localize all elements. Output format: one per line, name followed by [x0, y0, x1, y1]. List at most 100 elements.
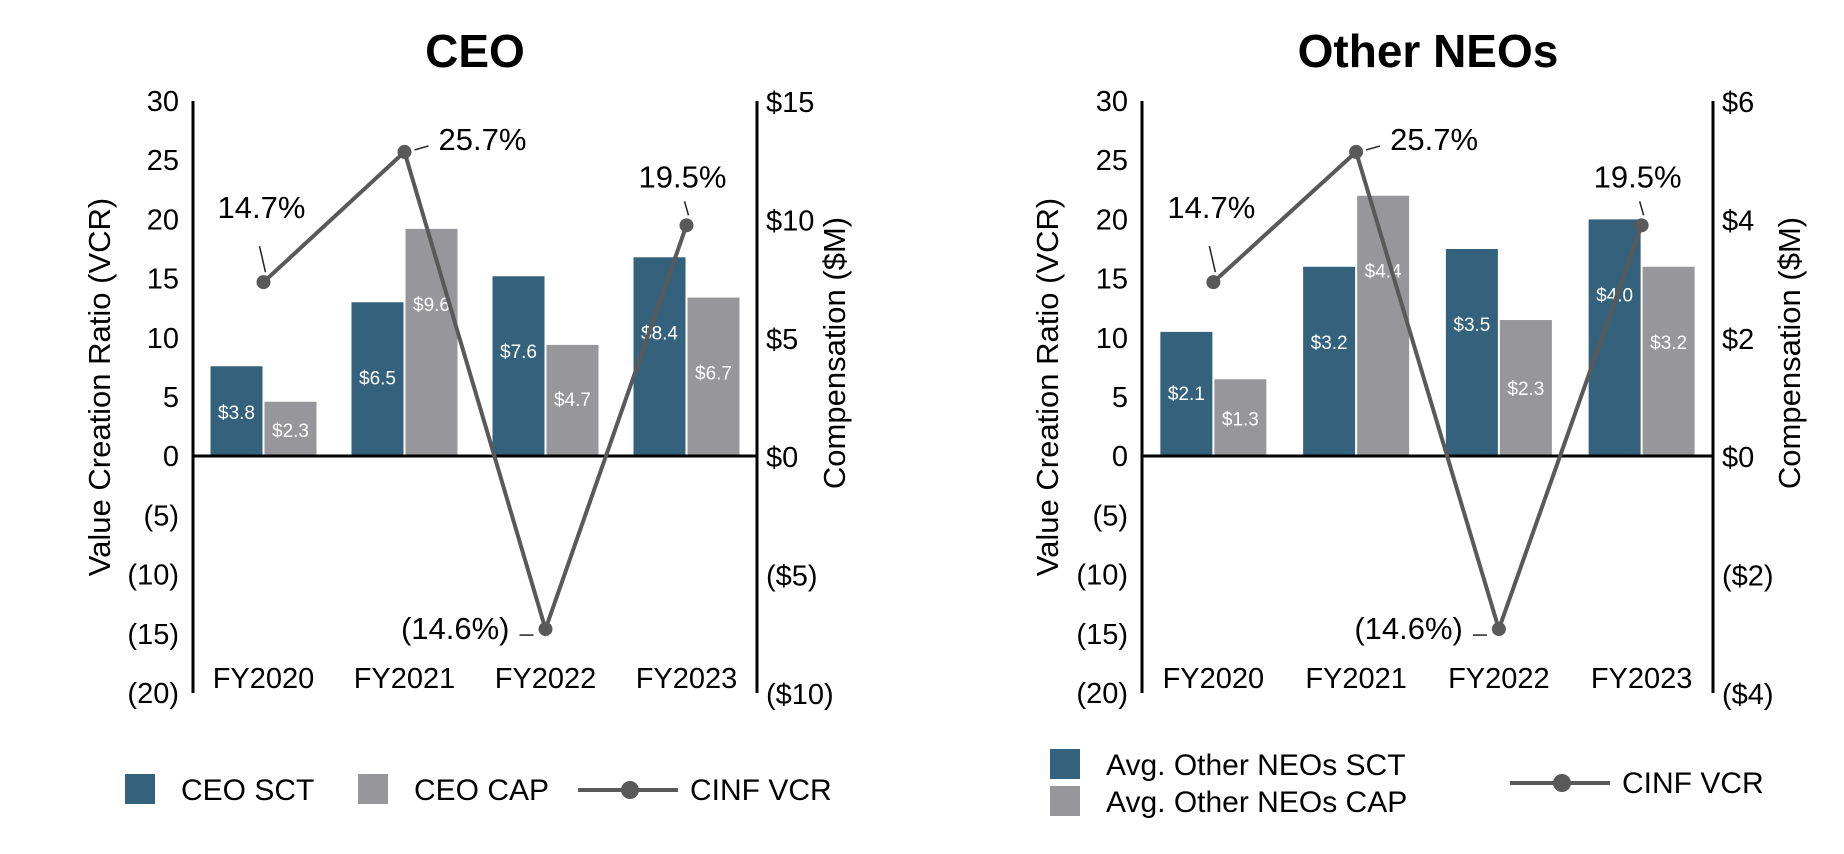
vcr-annotation-fy2020: 14.7%: [218, 190, 306, 225]
legend-swatch-sct: [125, 774, 155, 804]
vcr-annotation-fy2021: 25.7%: [439, 122, 527, 157]
y-tick-label: 25: [147, 145, 179, 177]
y-tick-label: (15): [1076, 619, 1128, 651]
vcr-point-fy2022: [538, 622, 553, 637]
vcr-point-fy2023: [1634, 218, 1649, 233]
x-tick-label: FY2020: [213, 663, 315, 695]
bar-sct-fy2021: [1303, 266, 1356, 456]
bar-label-cap-fy2021: $4.4: [1365, 262, 1402, 283]
y-tick-label: 0: [163, 441, 179, 473]
y-tick-label: (10): [127, 560, 179, 592]
bar-label-sct-fy2020: $3.8: [218, 403, 255, 424]
vcr-annotation-fy2022: (14.6%): [1354, 611, 1463, 646]
y-tick-label: 10: [1096, 323, 1128, 355]
chart-title: CEO: [425, 25, 525, 77]
legend-label-cap: CEO CAP: [414, 774, 549, 807]
y2-tick-label: $0: [766, 442, 798, 474]
bar-sct-fy2022: [492, 276, 545, 456]
bar-label-cap-fy2023: $6.7: [695, 364, 732, 385]
bar-cap-fy2020: [1214, 379, 1267, 456]
y-tick-label: 20: [1096, 204, 1128, 236]
bar-sct-fy2020: [1160, 331, 1213, 456]
y2-tick-label: $2: [1722, 324, 1754, 356]
x-tick-label: FY2022: [1448, 663, 1550, 695]
y-tick-label: 30: [1096, 86, 1128, 118]
vcr-annotation-leader: [1365, 145, 1381, 151]
bar-label-sct-fy2022: $3.5: [1453, 315, 1490, 336]
vcr-annotation-fy2023: 19.5%: [639, 159, 727, 194]
legend-label-sct: CEO SCT: [181, 774, 314, 807]
legend-label-cap: Avg. Other NEOs CAP: [1106, 786, 1407, 819]
bar-label-sct-fy2022: $7.6: [500, 342, 537, 363]
bar-label-cap-fy2020: $2.3: [272, 421, 309, 442]
y-axis-title: Value Creation Ratio (VCR): [82, 198, 117, 576]
bar-sct-fy2023: [1588, 219, 1641, 456]
vcr-annotation-leader: [1208, 245, 1217, 273]
bar-label-cap-fy2020: $1.3: [1222, 410, 1259, 431]
bar-sct-fy2020: [210, 366, 263, 456]
y-axis-title: Value Creation Ratio (VCR): [1030, 198, 1065, 576]
bar-cap-fy2020: [264, 401, 317, 456]
y-tick-label: 5: [163, 382, 179, 414]
vcr-point-fy2020: [1206, 275, 1221, 290]
y-tick-label: 5: [1112, 382, 1128, 414]
vcr-annotation-fy2023: 19.5%: [1594, 159, 1682, 194]
legend-label-vcr: CINF VCR: [690, 774, 832, 807]
y2-tick-label: $10: [766, 205, 814, 237]
y2-tick-label: ($5): [766, 561, 818, 593]
y2-tick-label: $4: [1722, 205, 1754, 237]
y-tick-label: 0: [1112, 441, 1128, 473]
y2-tick-label: ($10): [766, 679, 834, 711]
y-tick-label: 30: [147, 86, 179, 118]
y2-tick-label: $6: [1722, 87, 1754, 119]
bar-cap-fy2022: [546, 344, 599, 456]
x-tick-label: FY2022: [495, 663, 597, 695]
bar-label-cap-fy2023: $3.2: [1650, 333, 1687, 354]
vcr-point-fy2020: [256, 275, 271, 290]
x-tick-label: FY2021: [354, 663, 456, 695]
bar-label-sct-fy2021: $3.2: [1311, 333, 1348, 354]
vcr-annotation-leader: [414, 145, 429, 151]
x-tick-label: FY2023: [1591, 663, 1693, 695]
x-tick-label: FY2020: [1163, 663, 1265, 695]
vcr-annotation-leader: [258, 245, 267, 273]
y-tick-label: (10): [1076, 560, 1128, 592]
vcr-annotation-leader: [683, 201, 690, 216]
bar-label-sct-fy2020: $2.1: [1168, 384, 1205, 405]
bar-label-cap-fy2021: $9.6: [413, 295, 450, 316]
bar-label-cap-fy2022: $4.7: [554, 390, 591, 411]
legend-swatch-vcr-marker: [1553, 774, 1571, 792]
chart-title: Other NEOs: [1298, 25, 1559, 77]
y2-tick-label: $15: [766, 87, 814, 119]
y-tick-label: (20): [127, 678, 179, 710]
y-tick-label: 10: [147, 323, 179, 355]
vcr-line: [262, 148, 689, 636]
y-tick-label: 15: [1096, 264, 1128, 296]
bar-cap-fy2023: [1642, 266, 1695, 456]
x-tick-label: FY2021: [1305, 663, 1407, 695]
x-tick-label: FY2023: [636, 663, 738, 695]
bar-cap-fy2023: [687, 297, 740, 456]
legend-label-sct: Avg. Other NEOs SCT: [1106, 749, 1406, 782]
vcr-point-fy2022: [1491, 622, 1506, 637]
bar-sct-fy2022: [1445, 249, 1498, 456]
vcr-point-fy2021: [1349, 144, 1364, 159]
legend-swatch-cap: [358, 774, 388, 804]
vcr-annotation-fy2020: 14.7%: [1167, 190, 1255, 225]
vcr-annotation-fy2022: (14.6%): [401, 611, 510, 646]
legend-label-vcr: CINF VCR: [1622, 767, 1764, 800]
vcr-point-fy2021: [397, 144, 412, 159]
bar-cap-fy2021: [1357, 195, 1410, 456]
y2-axis-title: Compensation ($M): [817, 217, 852, 489]
y-tick-label: (20): [1076, 678, 1128, 710]
y-tick-label: (15): [127, 619, 179, 651]
y2-axis-title: Compensation ($M): [1772, 217, 1807, 489]
vcr-line: [1212, 148, 1644, 636]
bar-cap-fy2021: [405, 228, 458, 456]
y2-tick-label: ($2): [1722, 561, 1774, 593]
y2-tick-label: ($4): [1722, 679, 1774, 711]
bar-sct-fy2021: [351, 302, 404, 456]
legend-swatch-sct: [1050, 749, 1080, 779]
